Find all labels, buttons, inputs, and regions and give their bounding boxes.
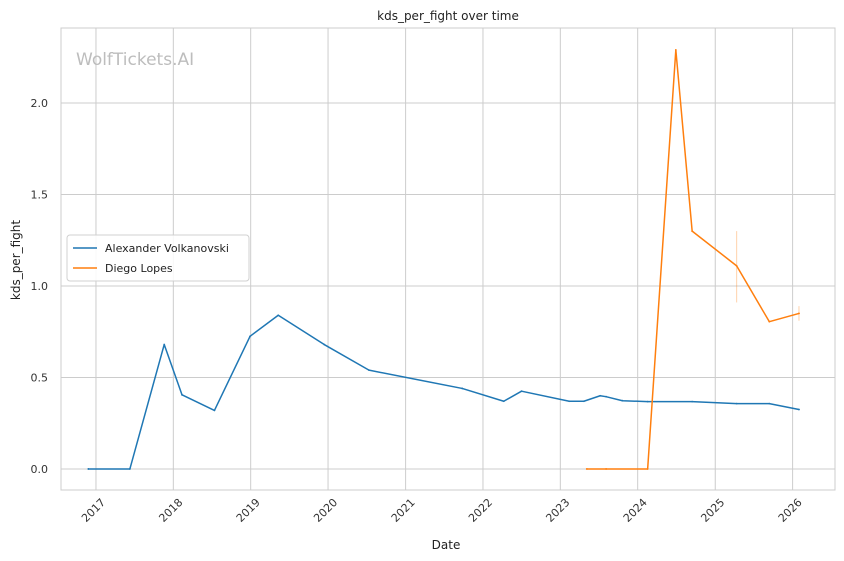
data-point	[568, 400, 571, 403]
data-point	[323, 343, 326, 346]
y-tick-label: 1.0	[31, 280, 49, 293]
data-point	[646, 468, 649, 470]
data-point	[213, 409, 216, 412]
series-line	[87, 314, 800, 470]
y-tick-label: 0.0	[31, 463, 49, 476]
watermark: WolfTickets.AI	[76, 50, 194, 70]
legend-box	[66, 234, 250, 282]
plot-frame	[60, 27, 836, 491]
data-point	[582, 400, 585, 403]
legend-label: Alexander Volkanovski	[105, 242, 229, 255]
data-point	[461, 387, 464, 390]
data-point	[798, 312, 800, 315]
data-point	[520, 390, 523, 393]
data-point	[768, 320, 771, 323]
series-line	[586, 49, 800, 470]
series-layer	[87, 49, 800, 470]
data-point	[502, 400, 505, 403]
data-point	[87, 468, 90, 470]
data-point	[798, 408, 800, 411]
y-axis-label: kds_per_fight	[9, 220, 23, 301]
y-tick-label: 2.0	[31, 97, 49, 110]
data-point	[277, 314, 280, 317]
data-point	[735, 402, 738, 405]
data-point	[691, 230, 694, 232]
chart-title: kds_per_fight over time	[377, 9, 519, 23]
data-point	[768, 402, 771, 405]
data-point	[163, 343, 166, 346]
y-tick-label: 1.5	[31, 189, 49, 202]
y-axis-ticks: 0.0 0.5 1.0 1.5 2.0	[31, 97, 49, 476]
x-axis-label: Date	[432, 538, 461, 552]
data-point	[128, 468, 131, 470]
data-point	[674, 49, 677, 51]
data-point	[735, 264, 738, 267]
data-point	[181, 393, 183, 396]
series-diego-lopes	[585, 49, 800, 470]
data-point	[368, 369, 370, 372]
series-alexander-volkanovski	[87, 314, 800, 470]
x-axis-ticks: 2017 2018 2019 2020 2021 2022 2023 2024 2025 2026	[79, 496, 805, 525]
data-point	[605, 468, 608, 470]
data-point	[621, 399, 624, 402]
data-point	[691, 400, 694, 403]
data-point	[585, 468, 588, 470]
data-point	[646, 400, 649, 403]
legend-label: Diego Lopes	[105, 262, 173, 275]
legend: Alexander Volkanovski Diego Lopes	[66, 234, 250, 282]
data-point	[599, 394, 602, 397]
data-point	[605, 395, 608, 398]
data-point	[249, 335, 251, 338]
y-tick-label: 0.5	[31, 371, 49, 384]
